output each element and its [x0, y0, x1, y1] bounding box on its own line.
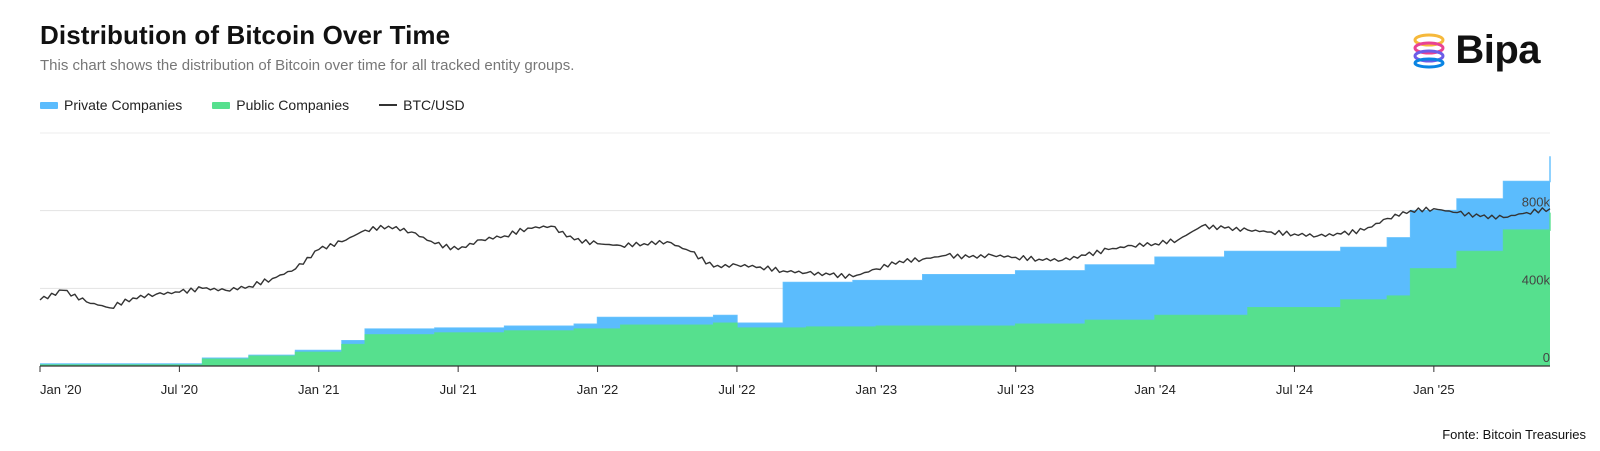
- legend-item-private[interactable]: Private Companies: [40, 97, 182, 113]
- legend-label-private: Private Companies: [64, 97, 183, 113]
- legend-swatch-btcusd: [379, 104, 398, 106]
- line-btc-usd: [39, 206, 1551, 309]
- line-series: [39, 206, 1551, 309]
- legend: Private Companies Public Companies BTC/U…: [40, 97, 465, 113]
- x-tick-label-9: Jul '24: [1276, 382, 1313, 397]
- x-tick-label-4: Jan '22: [577, 382, 619, 397]
- y-tick-label-2: 800k: [1522, 195, 1551, 210]
- source-note: Fonte: Bitcoin Treasuries: [1442, 427, 1586, 442]
- x-tick-label-0: Jan '20: [40, 382, 82, 397]
- x-tick-label-5: Jul '22: [718, 382, 755, 397]
- x-tick-label-10: Jan '25: [1413, 382, 1455, 397]
- legend-label-btcusd: BTC/USD: [403, 97, 465, 113]
- y-axis-labels: 0 400k 800k: [1522, 195, 1551, 365]
- legend-item-public[interactable]: Public Companies: [212, 97, 349, 113]
- chart-canvas: Jan '20 Jul '20 Jan '21 Jul '21 Jan '22 Jul '…: [39, 132, 1551, 397]
- legend-item-btcusd[interactable]: BTC/USD: [379, 97, 465, 113]
- chart-subtitle: This chart shows the distribution of Bit…: [40, 57, 575, 74]
- x-tick-label-3: Jul '21: [440, 382, 477, 397]
- area-public-companies: [40, 212, 1550, 366]
- y-tick-label-1: 400k: [1522, 272, 1551, 287]
- bipa-logo-icon: [1413, 33, 1445, 69]
- bipa-logo: Bipa: [1409, 30, 1540, 70]
- x-tick-label-6: Jan '23: [856, 382, 898, 397]
- x-axis: Jan '20 Jul '20 Jan '21 Jul '21 Jan '22 Jul '…: [39, 365, 1550, 397]
- x-tick-label-1: Jul '20: [161, 382, 198, 397]
- legend-swatch-public: [212, 101, 231, 109]
- legend-swatch-private: [40, 101, 58, 109]
- area-public-companies-edge: [40, 212, 1551, 366]
- chart-title: Distribution of Bitcoin Over Time: [40, 20, 451, 50]
- bipa-logo-text: Bipa: [1455, 28, 1540, 72]
- y-tick-label-0: 0: [1543, 350, 1550, 365]
- x-tick-label-2: Jan '21: [298, 382, 340, 397]
- area-private-companies: [40, 156, 1550, 366]
- area-series: [40, 156, 1551, 366]
- legend-label-public: Public Companies: [236, 97, 350, 113]
- x-tick-label-7: Jul '23: [997, 382, 1034, 397]
- x-tick-label-8: Jan '24: [1134, 382, 1176, 397]
